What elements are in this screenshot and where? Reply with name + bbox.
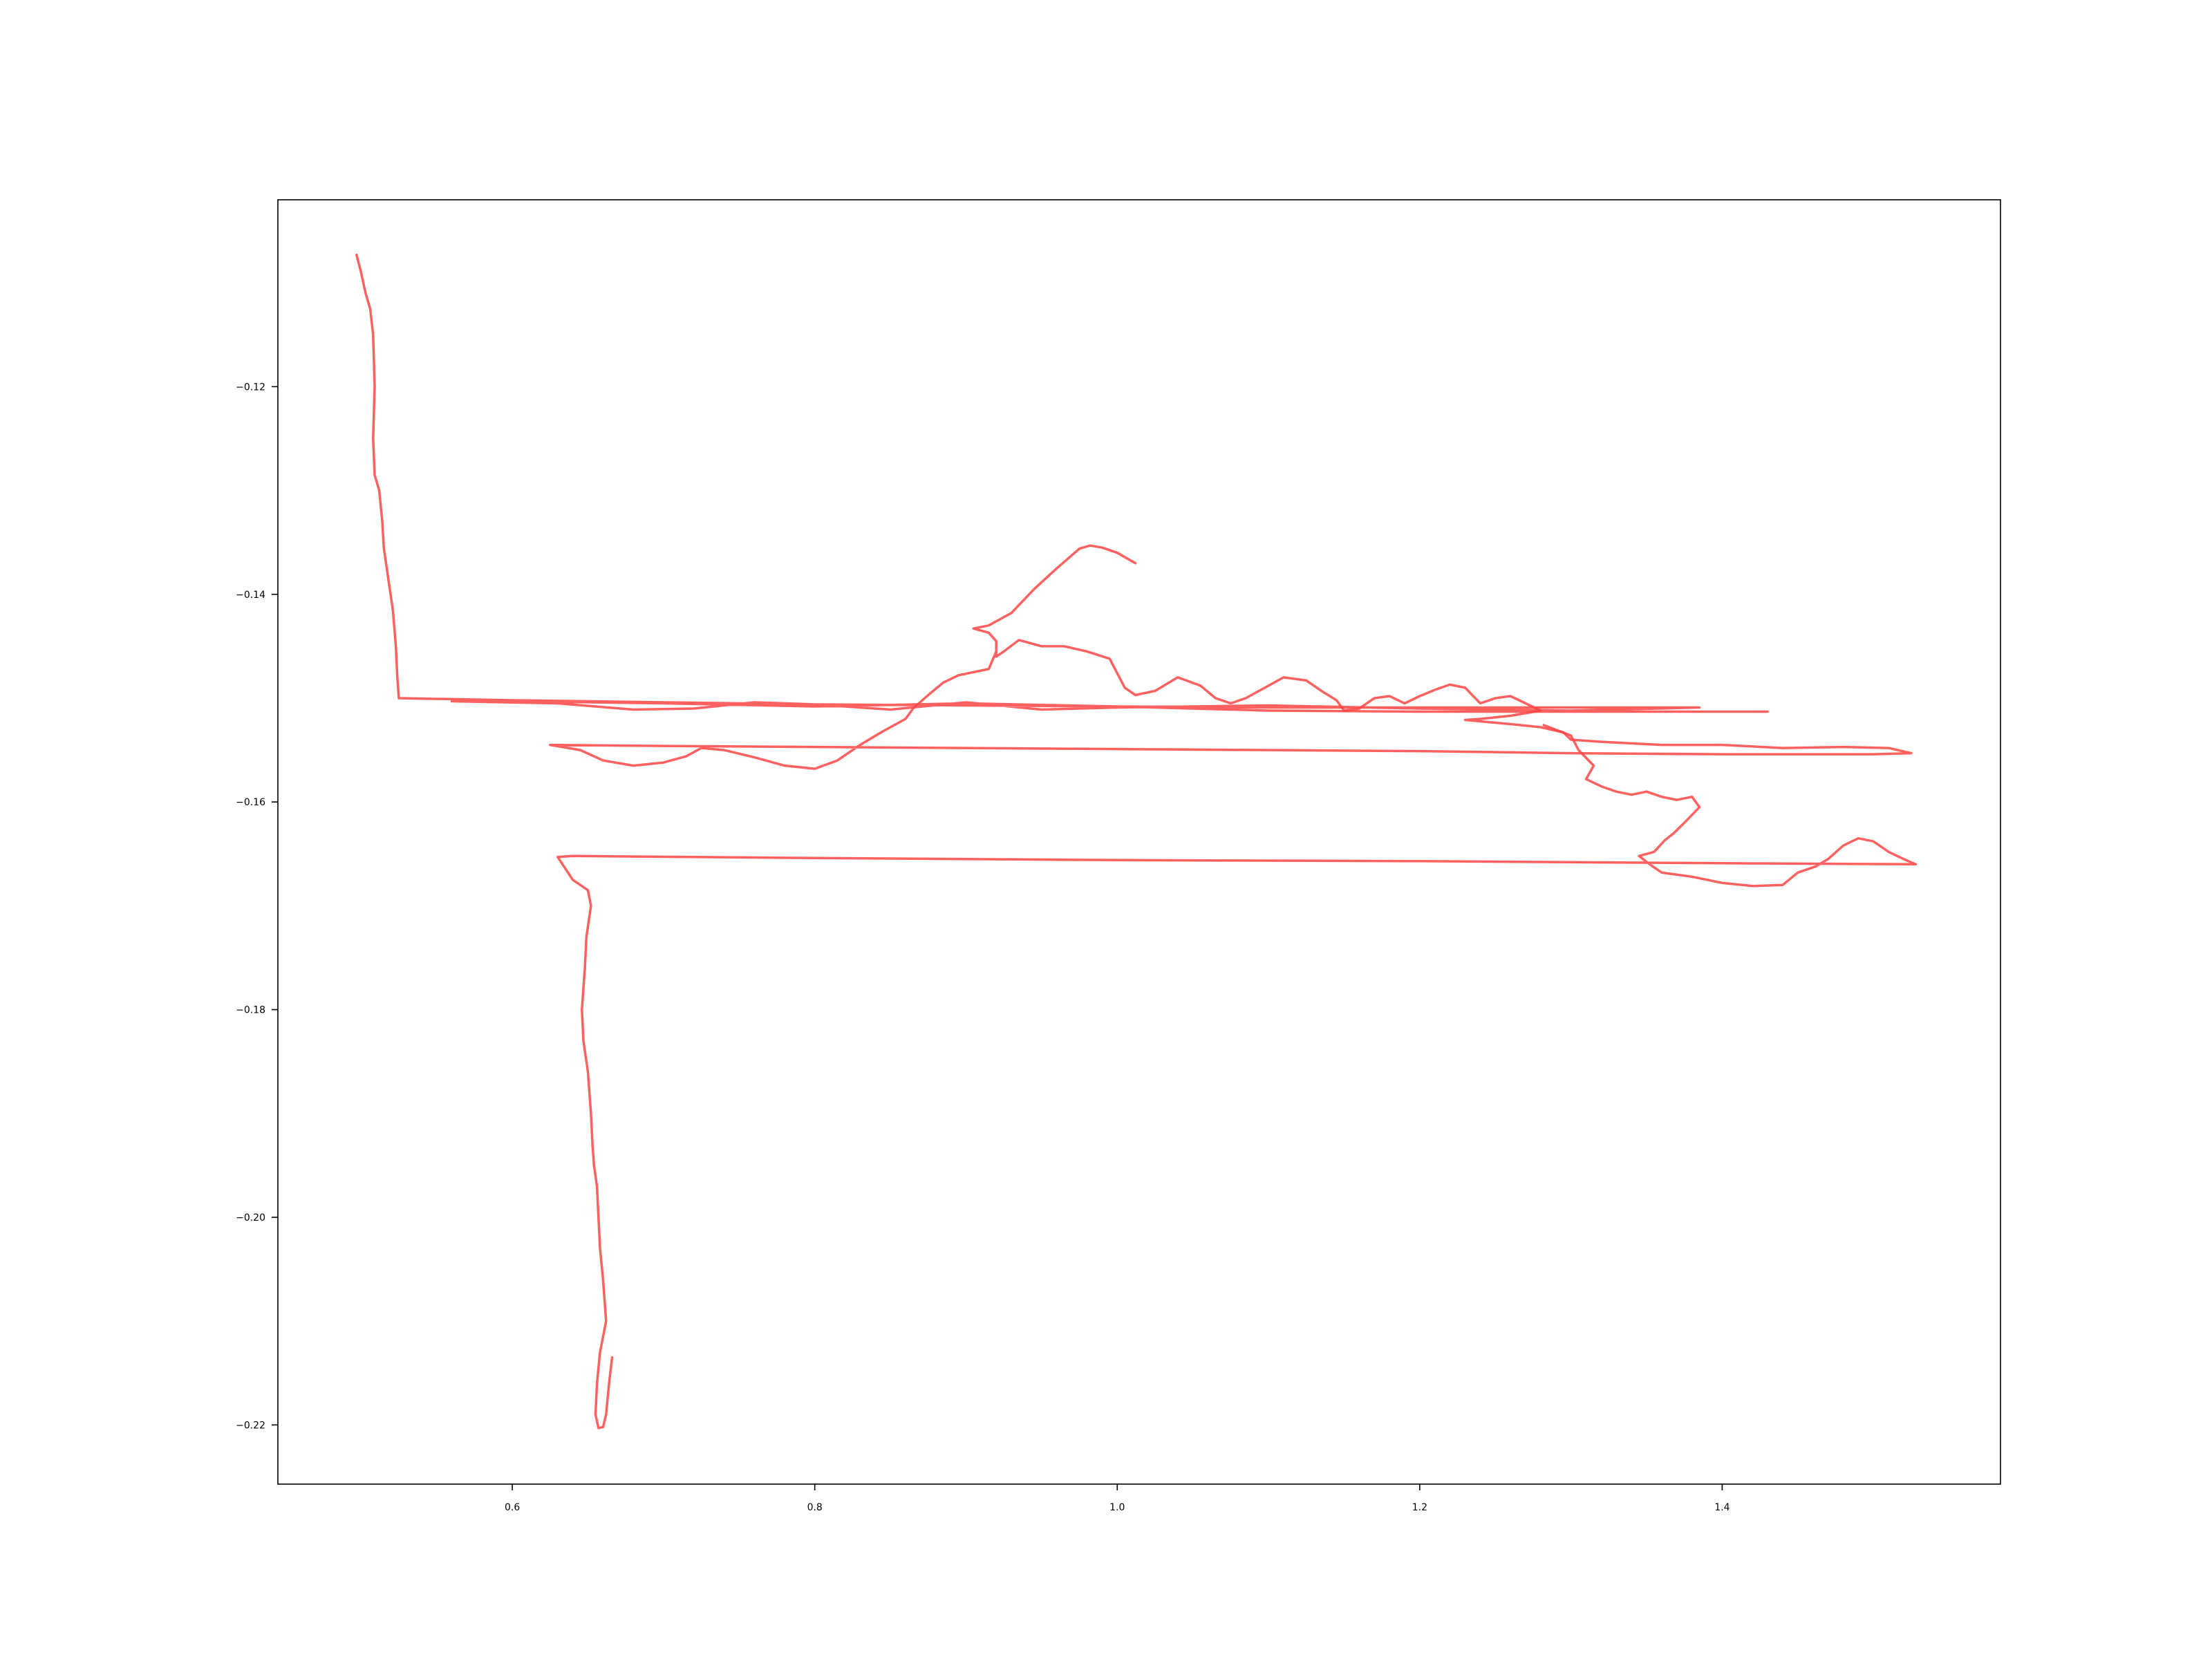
series-line-3 [556, 724, 1918, 1430]
y-axis: −0.12 −0.14 −0.16 −0.18 −0.20 −0.22 [236, 382, 278, 1431]
x-tick-label: 1.4 [1714, 1502, 1730, 1513]
y-tick-label: −0.18 [236, 1005, 265, 1016]
y-tick-label: −0.22 [236, 1420, 265, 1431]
x-tick-label: 1.2 [1412, 1502, 1427, 1513]
y-tick-label: −0.12 [236, 382, 265, 393]
y-tick-label: −0.20 [236, 1212, 265, 1224]
series-line-2 [549, 544, 1913, 770]
y-tick-label: −0.14 [236, 590, 265, 601]
plot-frame [277, 199, 2001, 1485]
x-tick-label: 0.8 [807, 1502, 823, 1513]
x-axis: 0.6 0.8 1.0 1.2 1.4 [505, 1484, 1730, 1513]
x-tick-label: 0.6 [505, 1502, 520, 1513]
series-line-1 [355, 253, 1769, 713]
y-tick-label: −0.16 [236, 797, 265, 808]
series-layer [355, 253, 1918, 1430]
x-tick-label: 1.0 [1109, 1502, 1125, 1513]
